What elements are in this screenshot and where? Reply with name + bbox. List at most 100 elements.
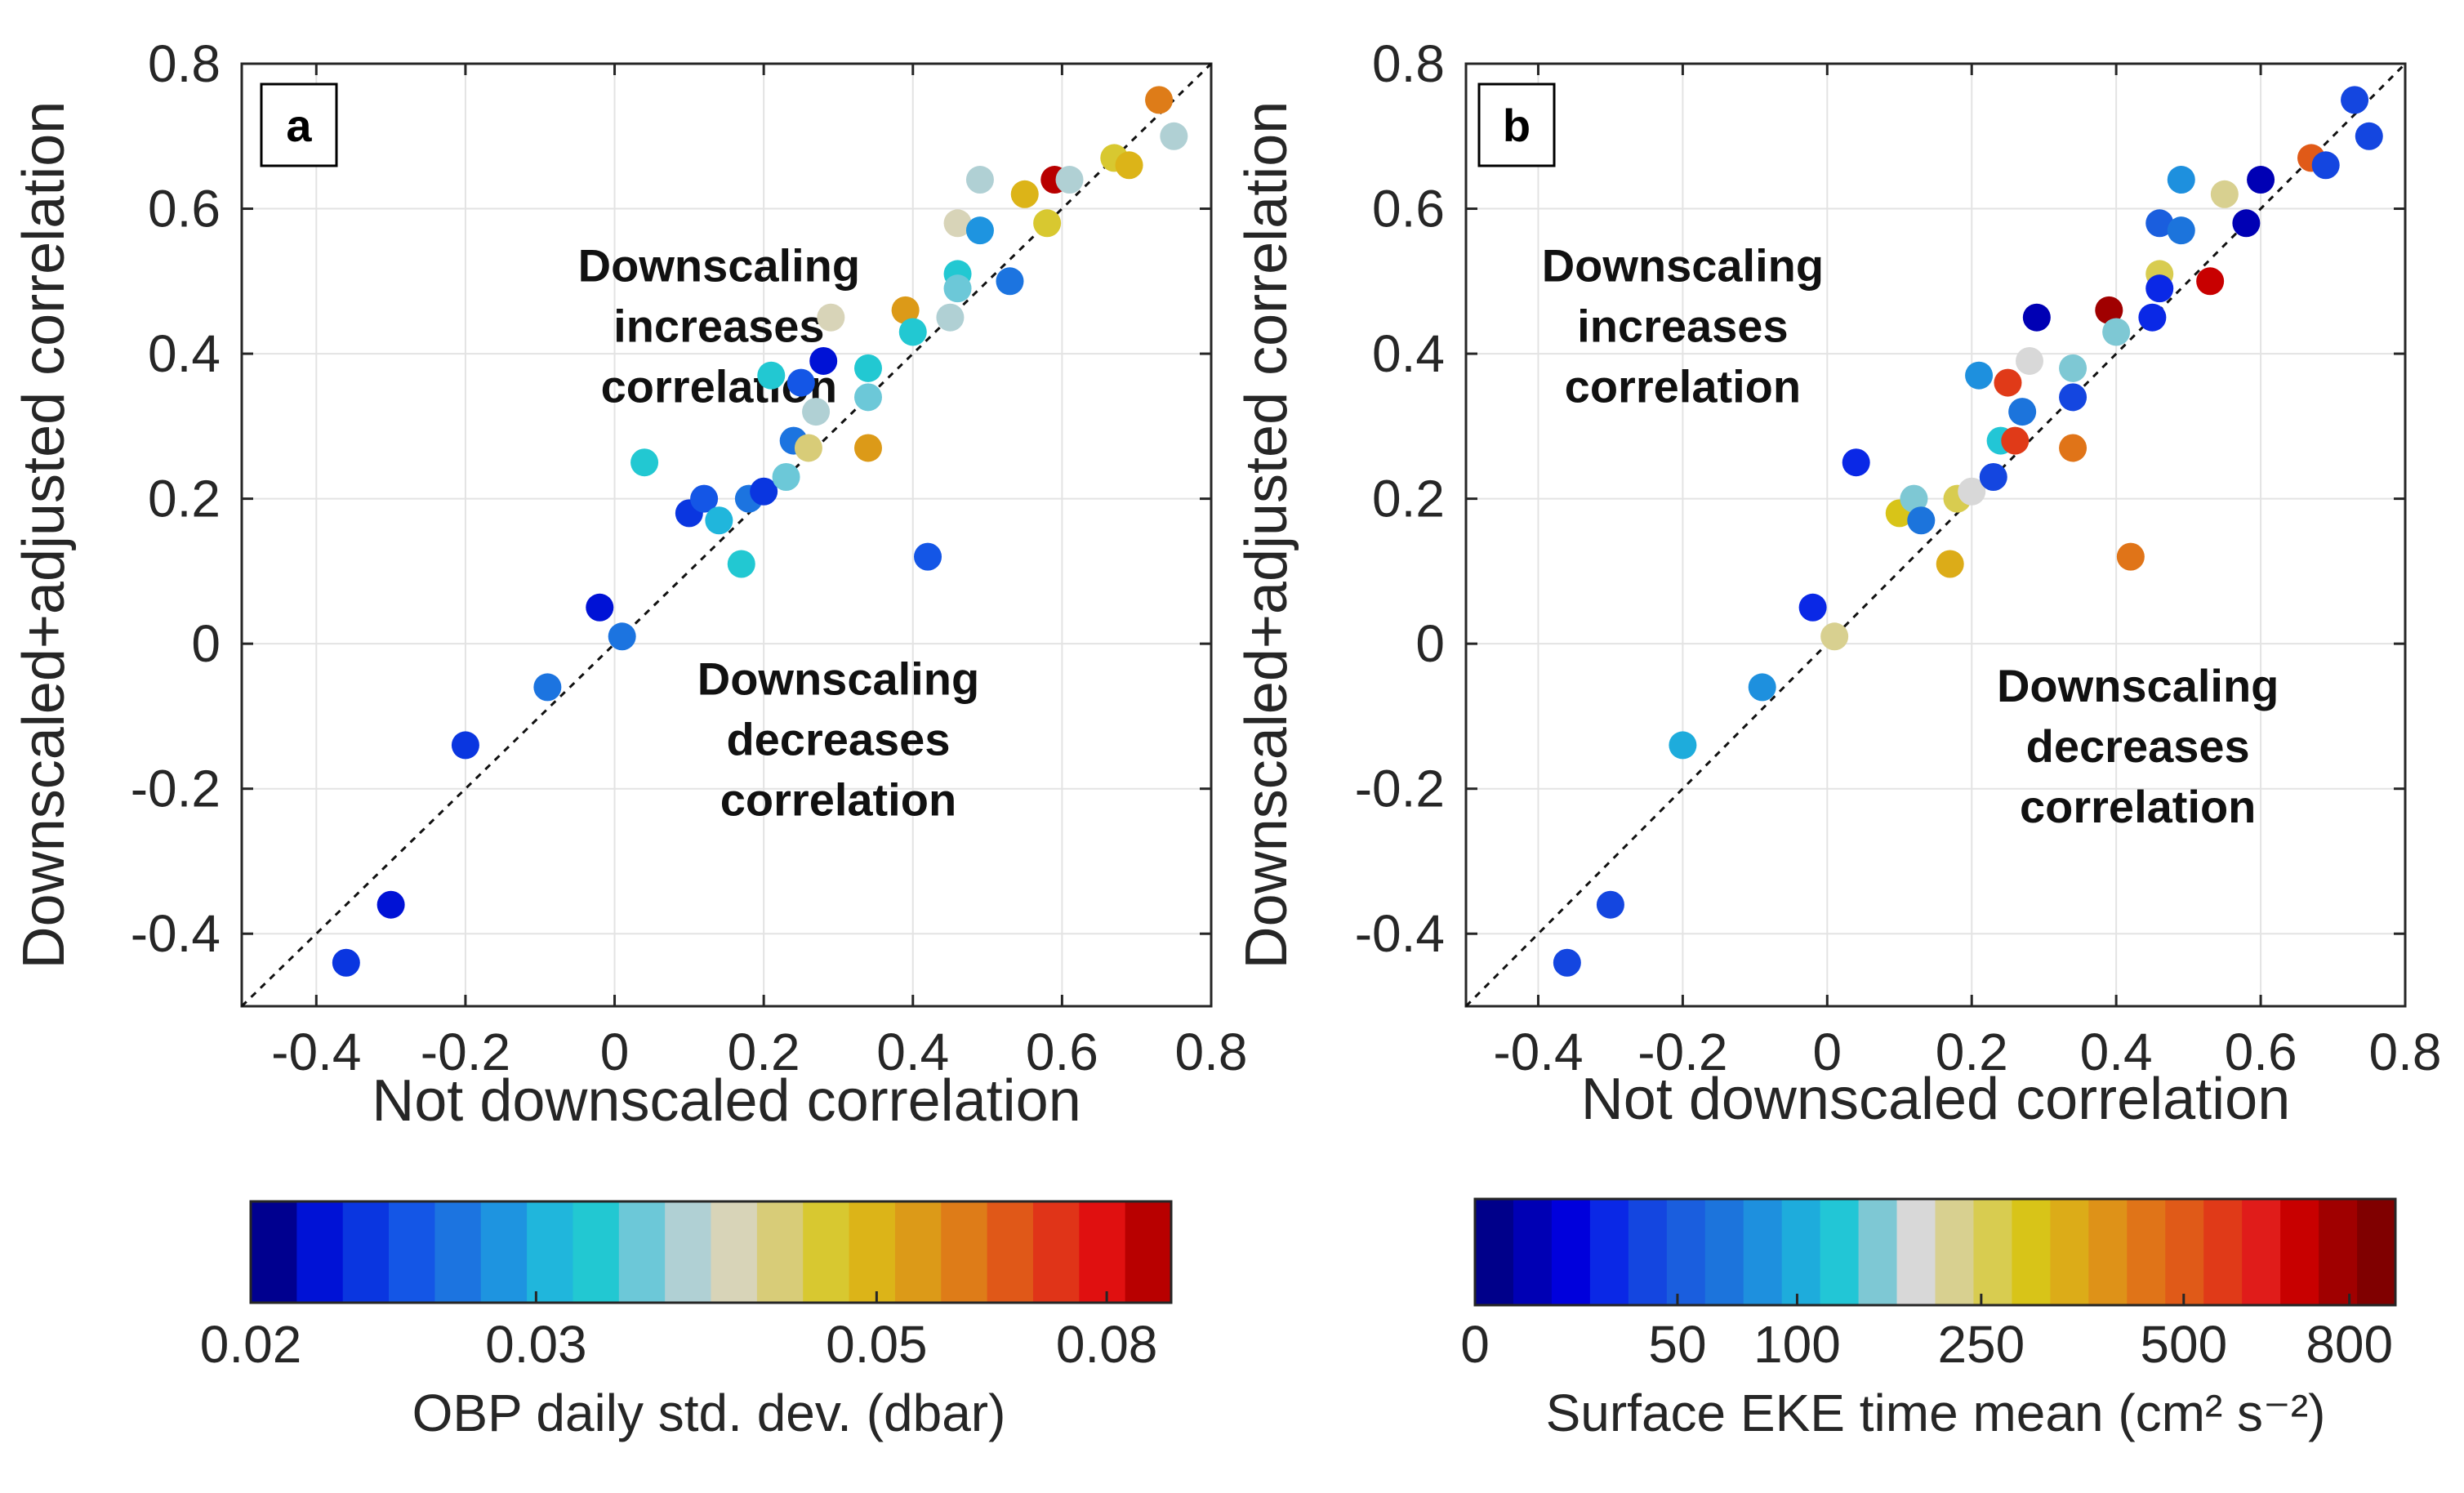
y-tick-label: 0.6 xyxy=(148,180,221,238)
data-point xyxy=(1145,86,1174,114)
colorbar-swatch xyxy=(2088,1199,2128,1305)
data-point xyxy=(2059,354,2087,382)
data-point xyxy=(1596,890,1624,919)
colorbar-swatch xyxy=(2165,1199,2204,1305)
colorbar-swatch xyxy=(251,1201,297,1303)
colorbar-swatch xyxy=(849,1201,896,1303)
y-tick-label: -0.2 xyxy=(1355,760,1445,818)
data-point xyxy=(965,166,994,194)
data-point xyxy=(1907,506,1936,535)
colorbar-tick-label: 0 xyxy=(1460,1315,1490,1374)
x-axis-label: Not downscaled correlation xyxy=(1581,1067,2290,1132)
colorbar-swatch xyxy=(618,1201,666,1303)
data-point xyxy=(2001,426,2030,455)
colorbar: 0.02 0.03 0.05 0.08 OBP daily std. dev. (dba… xyxy=(200,1200,1173,1442)
colorbar-frame xyxy=(249,1200,1173,1304)
annotation-line: Downscaling xyxy=(1997,660,2279,711)
data-point xyxy=(1055,166,1084,194)
data-point xyxy=(914,542,942,571)
panel-label-box xyxy=(1477,82,1556,167)
region-annotation: Downscaling increases correlation xyxy=(1542,239,1824,412)
colorbar-swatch xyxy=(665,1201,712,1303)
y-tick-label: 0.4 xyxy=(148,324,221,383)
x-tick-label: 0.6 xyxy=(2225,1023,2297,1081)
data-point xyxy=(853,383,882,412)
colorbar-swatch xyxy=(1125,1201,1172,1303)
y-tick-label: 0.2 xyxy=(1372,470,1445,528)
data-point xyxy=(2341,86,2369,114)
data-point xyxy=(2210,180,2239,208)
colorbar-tick-label: 250 xyxy=(1937,1315,2025,1374)
annotation-line: decreases xyxy=(726,713,950,764)
data-point xyxy=(996,267,1024,296)
colorbar-swatch xyxy=(2127,1199,2166,1305)
data-point xyxy=(690,484,719,513)
annotation-line: correlation xyxy=(2020,781,2256,832)
colorbar-swatch xyxy=(1551,1199,1591,1305)
data-point xyxy=(377,890,405,919)
annotation-line: increases xyxy=(1577,300,1788,351)
data-point xyxy=(943,274,972,303)
colorbar-swatch xyxy=(573,1201,620,1303)
data-point xyxy=(1798,593,1827,622)
data-point xyxy=(2016,346,2043,375)
colorbar-swatch xyxy=(987,1201,1034,1303)
colorbar-tick-label: 0.05 xyxy=(826,1315,928,1374)
colorbar-swatch xyxy=(527,1201,574,1303)
x-tick-label: -0.4 xyxy=(1493,1023,1583,1081)
axes-box xyxy=(240,62,1213,1008)
data-point xyxy=(608,622,636,651)
annotation-line: correlation xyxy=(1565,360,1801,412)
colorbar-swatch xyxy=(1079,1201,1126,1303)
data-point xyxy=(1010,180,1039,208)
data-point xyxy=(853,434,882,462)
colorbar-tick-label: 0.02 xyxy=(200,1315,302,1374)
colorbar-tick-label: 500 xyxy=(2140,1315,2227,1374)
colorbar-swatch xyxy=(434,1201,482,1303)
data-point xyxy=(1979,462,2007,491)
y-tick-label: 0 xyxy=(1415,614,1445,673)
gridlines xyxy=(1466,63,2406,1006)
colorbar-swatch xyxy=(2357,1199,2396,1305)
data-point xyxy=(1160,122,1188,150)
colorbar-swatch xyxy=(480,1201,528,1303)
data-point xyxy=(898,318,927,346)
colorbar-swatch xyxy=(1896,1199,1936,1305)
data-point xyxy=(1669,731,1697,760)
y-tick-label: 0 xyxy=(191,614,221,673)
panel-label: b xyxy=(1503,100,1531,151)
data-point xyxy=(2059,383,2087,412)
data-point xyxy=(1115,151,1143,180)
colorbar-swatch xyxy=(389,1201,435,1303)
colorbar-tick-label: 100 xyxy=(1753,1315,1841,1374)
colorbar-swatch xyxy=(941,1201,988,1303)
data-point xyxy=(533,673,562,702)
x-tick-label: 0 xyxy=(1813,1023,1842,1081)
data-point xyxy=(1820,622,1849,651)
tick-labels: -0.4 -0.2 0 0.2 0.4 0.6 0.8 -0.4 -0.2 0 0.2 0.4 0.6 0… xyxy=(131,34,1248,1081)
data-point xyxy=(2059,434,2087,462)
y-tick-label: 0.4 xyxy=(1372,324,1445,383)
x-tick-label: 0.2 xyxy=(728,1023,800,1081)
data-point xyxy=(1994,368,2022,397)
y-tick-label: 0.6 xyxy=(1372,180,1445,238)
data-point xyxy=(1553,948,1581,977)
colorbar-swatch xyxy=(342,1201,390,1303)
data-point xyxy=(2102,318,2131,346)
colorbar-swatch xyxy=(296,1201,344,1303)
y-tick-label: -0.4 xyxy=(131,904,221,963)
data-point xyxy=(451,731,479,760)
region-annotation: Downscaling decreases correlation xyxy=(697,653,979,825)
colorbar-swatch xyxy=(1820,1199,1860,1305)
y-tick-label: 0.2 xyxy=(148,470,221,528)
data-point xyxy=(2232,209,2261,238)
y-axis-label: Downscaled+adjusted correlation xyxy=(11,101,77,969)
data-point xyxy=(2247,166,2275,194)
colorbar-swatch xyxy=(1666,1199,1706,1305)
data-point xyxy=(772,462,800,491)
data-point xyxy=(757,361,786,390)
colorbar-swatch xyxy=(1513,1199,1553,1305)
colorbar-swatch xyxy=(756,1201,804,1303)
annotation-line: decreases xyxy=(2026,720,2250,772)
